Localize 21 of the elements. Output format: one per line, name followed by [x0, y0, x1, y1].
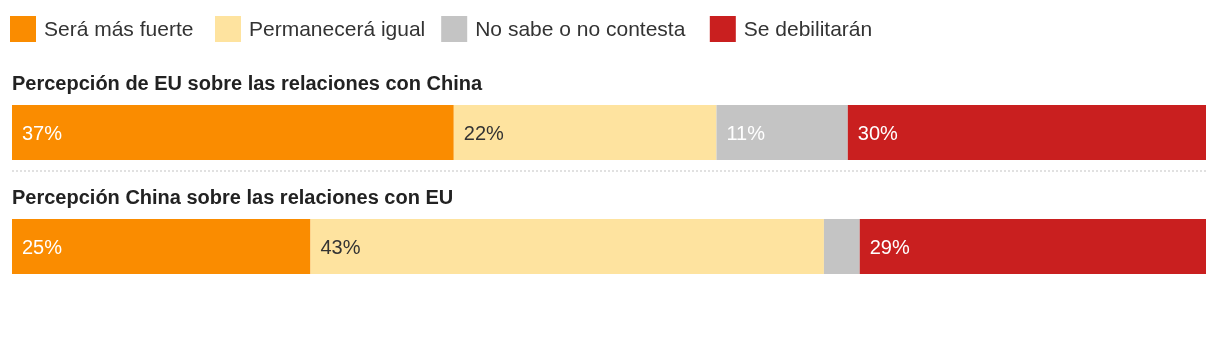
legend-label: Será más fuerte [44, 17, 194, 40]
data-label: 30% [857, 121, 899, 144]
data-label: 29% [869, 235, 910, 258]
bar [859, 219, 1206, 274]
bar [310, 219, 824, 274]
data-label: 37% [22, 121, 63, 144]
bar [12, 105, 454, 160]
data-label: 22% [463, 121, 505, 144]
bar [453, 105, 717, 160]
y-tick-label: Percepción China sobre las relaciones con EU [12, 186, 454, 208]
bar [847, 105, 1206, 160]
legend-label: Se debilitarán [743, 17, 873, 40]
bar [12, 219, 311, 274]
data-label: 43% [320, 235, 361, 258]
bar [823, 219, 860, 274]
legend-label: Permanecerá igual [249, 17, 426, 40]
data-label: 25% [22, 235, 63, 258]
y-tick-label: Percepción de EU sobre las relaciones con China [12, 72, 484, 94]
data-label: 11% [726, 121, 766, 144]
bar [716, 105, 848, 160]
legend-label: No sabe o no contesta [475, 17, 686, 40]
